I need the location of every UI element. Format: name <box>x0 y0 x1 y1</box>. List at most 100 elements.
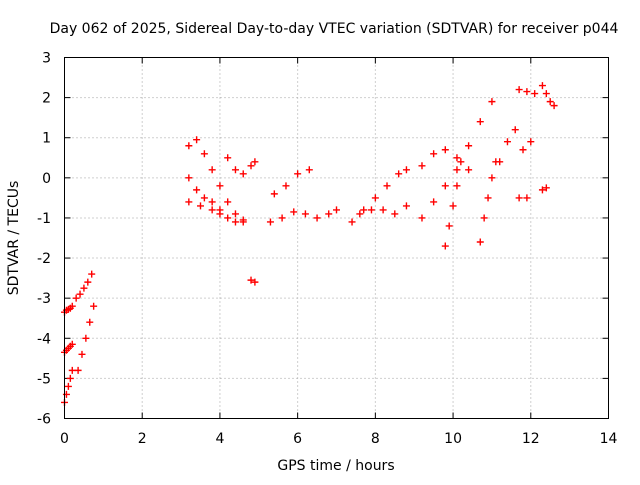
data-point <box>68 302 76 310</box>
data-point <box>208 166 216 174</box>
series-pass-t <box>515 86 539 98</box>
chart-title: Day 062 of 2025, Sidereal Day-to-day VTE… <box>50 21 619 37</box>
data-point <box>74 366 82 374</box>
data-point <box>371 194 379 202</box>
data-point <box>76 290 84 298</box>
x-tick-label: 2 <box>138 431 147 447</box>
data-point <box>391 210 399 218</box>
data-point <box>550 102 558 110</box>
y-tick-label: 0 <box>42 171 51 187</box>
y-tick-label: -6 <box>37 412 51 428</box>
data-point <box>496 158 504 166</box>
data-point <box>488 98 496 106</box>
data-point <box>449 202 457 210</box>
data-point <box>480 214 488 222</box>
data-point <box>367 206 375 214</box>
data-point <box>62 390 70 398</box>
data-point <box>538 82 546 90</box>
data-point <box>348 218 356 226</box>
data-point <box>542 90 550 98</box>
data-point <box>282 182 290 190</box>
data-point <box>82 334 90 342</box>
data-point <box>68 340 76 348</box>
plot-frame <box>64 57 609 419</box>
x-tick-label: 8 <box>371 431 380 447</box>
series-pass-s <box>496 126 535 166</box>
data-point <box>383 182 391 190</box>
data-point <box>266 218 274 226</box>
x-tick-label: 14 <box>600 431 618 447</box>
data-point <box>270 190 278 198</box>
axis-ticks <box>64 57 609 419</box>
series-pass-r <box>476 158 500 246</box>
data-point <box>430 150 438 158</box>
data-point <box>78 350 86 358</box>
x-tick-label: 4 <box>215 431 224 447</box>
data-point <box>379 206 387 214</box>
y-axis-label: SDTVAR / TECUs <box>6 181 22 296</box>
data-marks <box>61 82 558 406</box>
series-pass-u <box>538 82 558 110</box>
series-pass-j <box>247 276 259 286</box>
data-point <box>208 198 216 206</box>
y-tick-label: 2 <box>42 91 51 107</box>
y-tick-label: -2 <box>37 251 51 267</box>
data-point <box>64 382 72 390</box>
data-point <box>453 182 461 190</box>
data-point <box>239 170 247 178</box>
series-pass-w <box>538 184 550 194</box>
data-point <box>247 162 255 170</box>
grid <box>64 57 609 419</box>
data-point <box>476 238 484 246</box>
data-point <box>441 182 449 190</box>
data-point <box>66 374 74 382</box>
x-tick-label: 10 <box>444 431 462 447</box>
series-pass-a <box>61 366 76 406</box>
data-point <box>457 158 465 166</box>
data-point <box>511 126 519 134</box>
data-point <box>542 184 550 192</box>
data-point <box>523 194 531 202</box>
data-point <box>200 150 208 158</box>
data-point <box>515 86 523 94</box>
data-point <box>231 218 239 226</box>
series-pass-i <box>224 154 259 178</box>
series-pass-c <box>61 302 76 316</box>
data-point <box>251 278 259 286</box>
data-point <box>546 98 554 106</box>
data-point <box>538 186 546 194</box>
data-point <box>402 202 410 210</box>
data-point <box>527 138 535 146</box>
data-point <box>197 202 204 210</box>
data-point <box>356 210 364 218</box>
data-point <box>239 218 247 226</box>
data-point <box>80 284 88 292</box>
series-pass-b <box>61 340 76 356</box>
data-point <box>193 186 201 194</box>
data-point <box>185 142 193 150</box>
data-point <box>86 318 94 326</box>
data-point <box>305 166 313 174</box>
y-tick-label: 3 <box>42 51 51 67</box>
data-point <box>72 294 80 302</box>
data-point <box>313 214 321 222</box>
series-pass-f <box>185 136 247 224</box>
data-point <box>224 154 232 162</box>
data-point <box>488 174 496 182</box>
series-pass-d <box>72 270 96 302</box>
data-point <box>251 158 259 166</box>
x-tick-label: 6 <box>293 431 302 447</box>
data-point <box>441 146 449 154</box>
series-pass-k <box>266 206 340 226</box>
data-point <box>216 206 224 214</box>
data-point <box>519 146 527 154</box>
series-pass-l <box>270 166 313 198</box>
data-point <box>224 198 232 206</box>
data-point <box>465 166 473 174</box>
data-point <box>325 210 333 218</box>
data-point <box>503 138 511 146</box>
data-point <box>294 170 302 178</box>
series-pass-v <box>515 194 531 202</box>
series-pass-h <box>185 174 224 214</box>
